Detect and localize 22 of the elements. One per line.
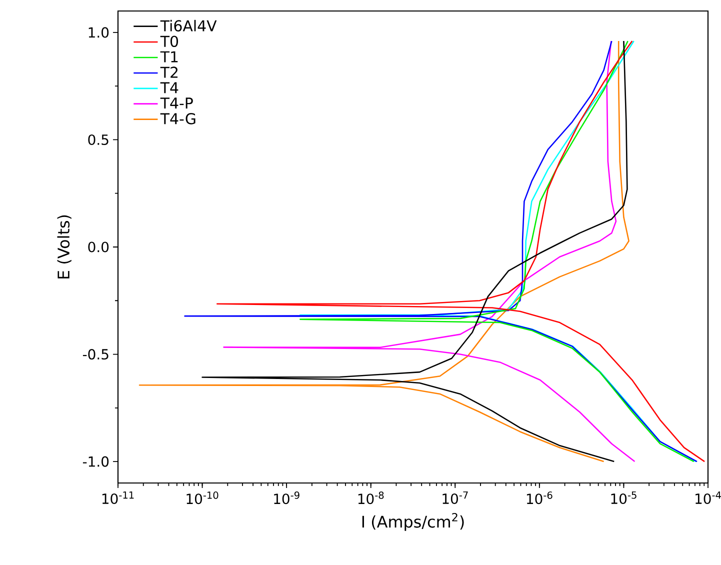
x-tick-label: 10$^{-8}$ (358, 491, 384, 504)
legend-label: T0 (160, 36, 178, 48)
x-tick-label: 10$^{-6}$ (526, 491, 552, 504)
y-tick-label: 1.0 (88, 27, 109, 38)
x-tick-label: 10$^{-9}$ (274, 491, 300, 504)
x-tick-label: 10$^{-4}$ (696, 491, 721, 504)
x-tick-label: 10$^{-5}$ (611, 491, 636, 504)
y-tick-label: -0.5 (82, 348, 108, 360)
legend-label: Ti6Al4V (160, 20, 217, 32)
y-tick-label: 0.5 (88, 134, 108, 146)
legend-label: T4 (160, 82, 178, 94)
x-tick-label: 10$^{-10}$ (186, 491, 218, 504)
legend-label: T4-G (160, 113, 196, 124)
legend-label: T1 (160, 51, 178, 62)
x-tick-label: 10$^{-7}$ (442, 491, 468, 504)
x-tick-label: 10$^{-11}$ (102, 491, 134, 504)
x-axis-title: I (Amps/cm$^{2}$) (362, 512, 464, 531)
y-tick-label: -1.0 (82, 456, 109, 467)
legend-label: T2 (160, 66, 178, 78)
y-axis-title: E (Volts) (57, 215, 72, 278)
legend-label: T4-P (160, 98, 193, 109)
y-tick-label: 0.0 (88, 242, 109, 252)
